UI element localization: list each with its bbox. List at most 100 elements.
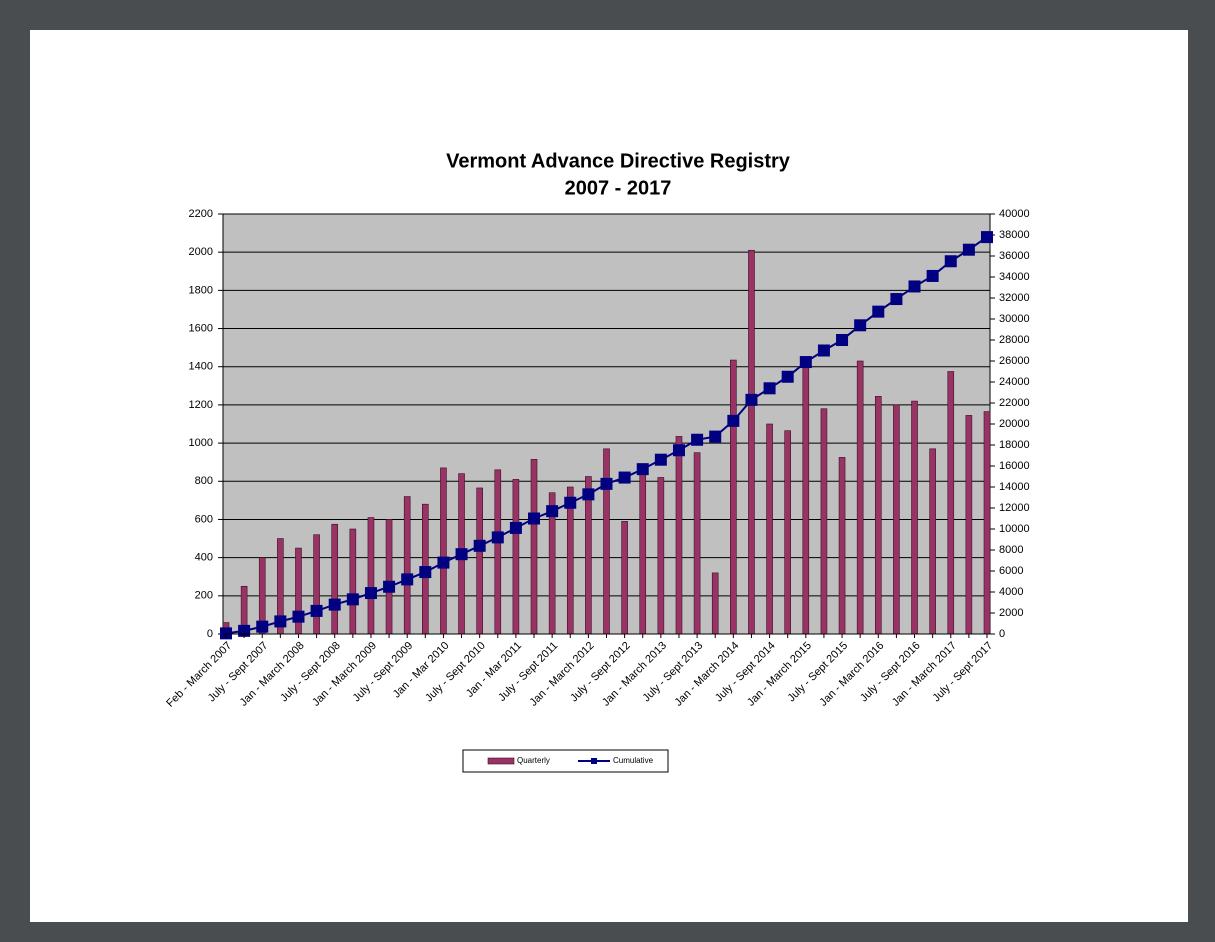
y-tick-label: 600 (195, 513, 213, 525)
bar (512, 479, 520, 635)
marker (310, 604, 323, 617)
y2-tick-label: 34000 (999, 271, 1030, 283)
y2-tick-label: 4000 (999, 586, 1023, 598)
marker (328, 598, 341, 611)
marker (256, 620, 269, 633)
bar (802, 362, 810, 635)
y2-tick-label: 38000 (999, 229, 1030, 241)
marker (636, 463, 649, 476)
bar (657, 477, 665, 635)
bar (983, 411, 991, 635)
bar (349, 528, 357, 635)
bar (331, 523, 339, 635)
marker (564, 496, 577, 509)
marker (926, 269, 939, 282)
bar (494, 469, 502, 635)
marker (383, 580, 396, 593)
marker (799, 356, 812, 369)
bar (639, 473, 647, 635)
bar (874, 396, 882, 635)
marker (491, 531, 504, 544)
bar (766, 423, 773, 635)
bar (893, 404, 900, 635)
marker (401, 573, 414, 586)
y2-tick-label: 2000 (999, 607, 1023, 619)
marker (836, 334, 849, 346)
bar (856, 360, 864, 635)
bar (675, 436, 683, 635)
marker (419, 566, 432, 579)
y-tick-label: 400 (195, 552, 213, 564)
bar (911, 400, 918, 635)
y2-tick-label: 8000 (999, 544, 1023, 556)
y2-tick-label: 6000 (999, 565, 1023, 577)
bar (820, 408, 828, 635)
marker (292, 610, 305, 623)
y-tick-label: 1800 (189, 284, 213, 296)
marker (220, 627, 232, 640)
marker (872, 305, 885, 318)
marker (346, 593, 359, 606)
marker (709, 430, 722, 443)
bar (947, 371, 955, 635)
marker (672, 444, 685, 457)
marker (437, 556, 450, 569)
y2-tick-label: 26000 (999, 355, 1030, 367)
y-tick-label: 2000 (189, 246, 213, 258)
marker (618, 471, 631, 484)
y2-tick-label: 28000 (999, 334, 1030, 346)
marker (781, 370, 794, 383)
bar (385, 519, 393, 635)
legend-swatch (487, 757, 515, 765)
legend-label: Quarterly (517, 756, 550, 765)
bar (566, 486, 574, 635)
bar (603, 448, 610, 635)
bar (313, 534, 320, 635)
marker (274, 615, 287, 628)
bar (530, 459, 538, 635)
y2-tick-label: 24000 (999, 376, 1030, 388)
y2-tick-label: 20000 (999, 418, 1030, 430)
y2-tick-label: 14000 (999, 481, 1030, 493)
y2-tick-label: 22000 (999, 397, 1030, 409)
marker (763, 382, 776, 395)
marker (600, 477, 613, 490)
y-tick-label: 1400 (189, 361, 213, 373)
bar (440, 467, 447, 635)
bar (838, 457, 846, 635)
marker (727, 414, 740, 427)
legend-label: Cumulative (613, 756, 654, 765)
bar (403, 496, 411, 635)
chart-subtitle: 2007 - 2017 (565, 177, 672, 199)
bar (711, 572, 719, 635)
marker (890, 293, 903, 306)
y2-tick-label: 40000 (999, 208, 1030, 220)
bar (730, 359, 737, 635)
bar (784, 430, 791, 635)
legend-box (462, 749, 669, 773)
marker (817, 344, 830, 357)
bar (621, 521, 628, 635)
y2-tick-label: 36000 (999, 250, 1030, 262)
marker (582, 488, 595, 501)
marker (654, 453, 667, 466)
bar (965, 415, 973, 635)
marker (745, 393, 758, 406)
marker (691, 433, 704, 446)
y-tick-label: 2200 (189, 208, 213, 220)
bar (693, 452, 701, 635)
bar (476, 487, 483, 635)
y2-tick-label: 30000 (999, 313, 1030, 325)
chart-title: Vermont Advance Directive Registry (446, 150, 791, 172)
y2-tick-label: 32000 (999, 292, 1030, 304)
marker (364, 587, 377, 600)
bar (748, 249, 755, 635)
marker (908, 280, 921, 293)
y2-tick-label: 0 (999, 628, 1005, 640)
marker (854, 319, 867, 332)
legend-marker (591, 758, 597, 764)
y-tick-label: 1000 (189, 437, 213, 449)
y-tick-label: 800 (195, 475, 213, 487)
